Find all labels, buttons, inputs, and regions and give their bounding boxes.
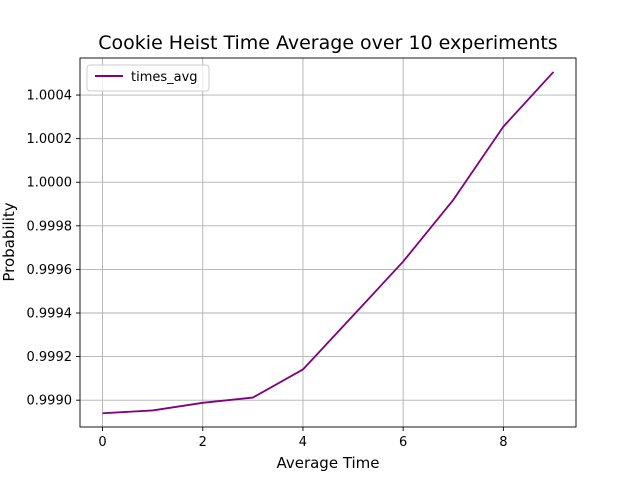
- y-tick-label: 0.9996: [27, 263, 73, 278]
- y-tick-label: 1.0000: [27, 176, 73, 191]
- legend: times_avg: [86, 64, 210, 92]
- x-tick-label: 4: [299, 435, 307, 450]
- y-tick-label: 1.0004: [27, 89, 73, 104]
- series-layer: [102, 71, 555, 415]
- y-tick-label: 1.0002: [27, 132, 73, 147]
- y-axis: 0.9990 0.9992 0.9994 0.9996 0.9998 1.0000 1.00…: [27, 89, 80, 409]
- y-tick-label: 0.9994: [27, 307, 73, 322]
- x-axis-label: Average Time: [276, 454, 379, 472]
- y-tick-label: 0.9990: [27, 394, 73, 409]
- x-tick-label: 8: [499, 435, 507, 450]
- chart-title: Cookie Heist Time Average over 10 experi…: [98, 32, 557, 54]
- y-tick-label: 0.9992: [27, 350, 73, 365]
- y-axis-label: Probability: [0, 202, 18, 281]
- plot-frame: [79, 57, 577, 428]
- x-tick-label: 2: [199, 435, 207, 450]
- x-tick-label: 6: [399, 435, 407, 450]
- series-line-times-avg: [102, 71, 555, 415]
- legend-label-times-avg: times_avg: [131, 70, 198, 85]
- grid-lines: [80, 58, 576, 427]
- x-tick-label: 0: [98, 435, 106, 450]
- x-axis: 0 2 4 6 8: [98, 427, 507, 450]
- legend-box: [86, 64, 210, 92]
- y-tick-label: 0.9998: [27, 219, 73, 234]
